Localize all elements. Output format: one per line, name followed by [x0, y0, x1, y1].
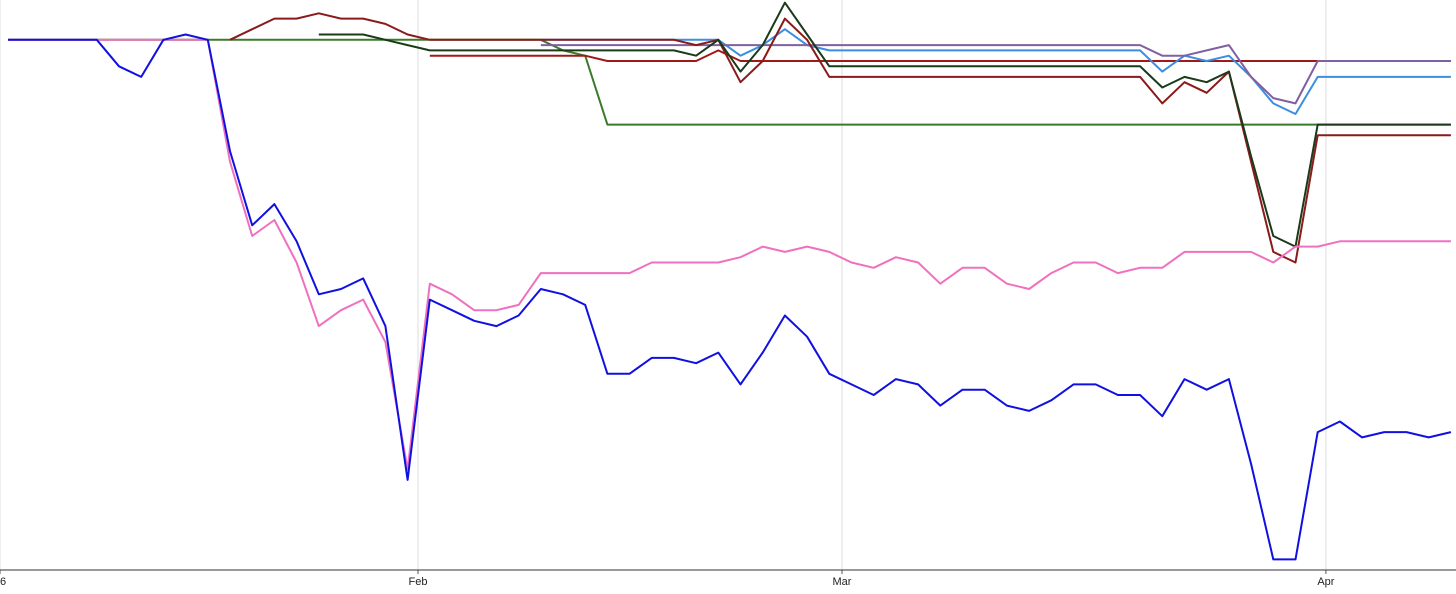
series-line [429, 49, 1451, 62]
series-line [229, 12, 1451, 264]
series-line [540, 28, 1451, 115]
series-line [8, 38, 1451, 471]
series-line [540, 44, 1451, 105]
series-line [8, 38, 1451, 126]
series-line [8, 33, 1452, 561]
x-tick-label: Mar [833, 576, 852, 588]
series-line [318, 1, 1451, 248]
x-tick-label: Apr [1317, 576, 1334, 588]
x-tick-label: 6 [0, 576, 6, 588]
x-tick-label: Feb [409, 576, 428, 588]
